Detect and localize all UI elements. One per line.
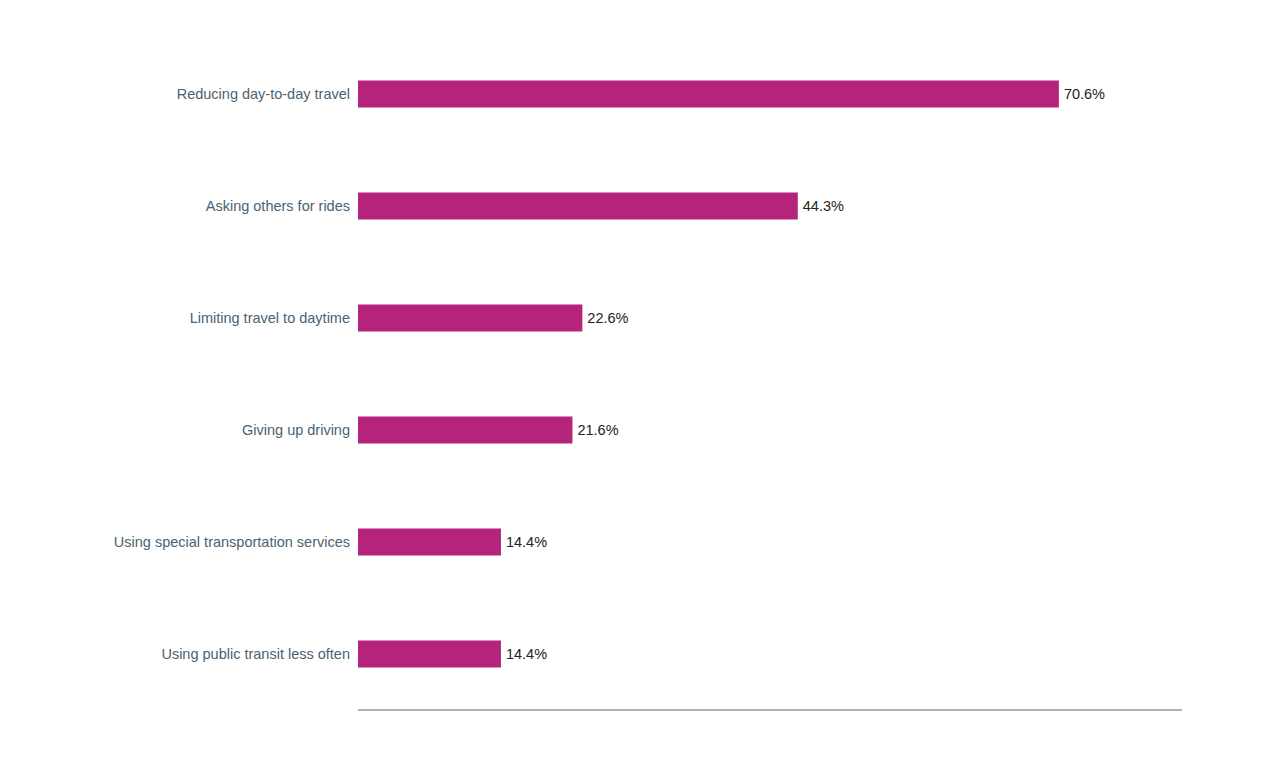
svg-text:Using public transit less ofte: Using public transit less often [161,646,350,662]
svg-text:22.6%: 22.6% [587,310,628,326]
svg-text:70.6%: 70.6% [1064,86,1105,102]
svg-text:14.4%: 14.4% [506,534,547,550]
svg-text:Asking others for rides: Asking others for rides [206,198,350,214]
svg-text:Using special transportation s: Using special transportation services [114,534,350,550]
svg-text:Giving up driving: Giving up driving [242,422,350,438]
svg-text:Reducing day-to-day travel: Reducing day-to-day travel [177,86,350,102]
svg-text:44.3%: 44.3% [803,198,844,214]
svg-text:21.6%: 21.6% [577,422,618,438]
svg-text:Limiting travel to daytime: Limiting travel to daytime [190,310,350,326]
svg-text:14.4%: 14.4% [506,646,547,662]
